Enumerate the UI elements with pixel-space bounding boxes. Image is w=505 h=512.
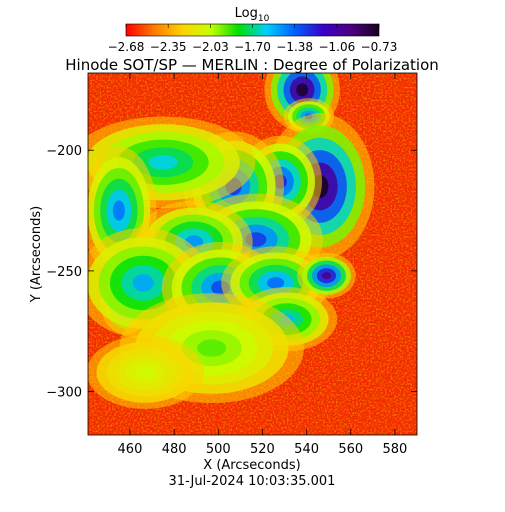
colorbar-tick-label: −2.03 [192,40,229,54]
colorbar-label: Log10 [235,6,270,24]
x-tick-label: 500 [206,442,231,457]
patch-ring [197,339,227,357]
patch-ring [132,274,154,292]
colorbar-tick-label: −1.06 [318,40,355,54]
patch-ring [296,83,309,97]
x-tick-label: 580 [383,442,408,457]
colorbar-tick-label: −1.38 [276,40,313,54]
colorbar-tick-label: −2.35 [150,40,187,54]
colorbar: Log10 −2.68 −2.35 −2.03 −1.70 −1.38 −1.06 −0.7… [108,6,398,54]
y-axis: −200 −250 −300 [46,144,417,401]
chart-title: Hinode SOT/SP — MERLIN : Degree of Polar… [65,56,439,74]
patch-ring [112,200,125,221]
patch-ring [321,272,332,280]
polarization-patch [297,252,356,299]
patch-ring [148,155,178,170]
plot-frame [87,72,418,436]
patch-ring [136,366,155,379]
x-tick-label: 460 [118,442,143,457]
y-tick-label: −300 [46,386,82,401]
polarization-patch [88,335,205,409]
heatmap-image [88,73,417,435]
y-tick-label: −250 [46,265,82,280]
y-tick-label: −200 [46,144,82,159]
colorbar-tick-label: −1.70 [234,40,271,54]
y-axis-label: Y (Arcseconds) [29,206,44,303]
x-tick-label: 540 [294,442,319,457]
colorbar-tick-label: −0.73 [361,40,398,54]
colorbar-tick-label: −2.68 [108,40,145,54]
x-axis: 460 480 500 520 540 560 580 [118,73,408,457]
x-tick-label: 480 [162,442,187,457]
x-axis-label: X (Arcseconds) [203,458,300,473]
x-tick-label: 560 [338,442,363,457]
timestamp: 31-Jul-2024 10:03:35.001 [169,474,336,489]
x-tick-label: 520 [250,442,275,457]
patch-ring [267,277,285,289]
